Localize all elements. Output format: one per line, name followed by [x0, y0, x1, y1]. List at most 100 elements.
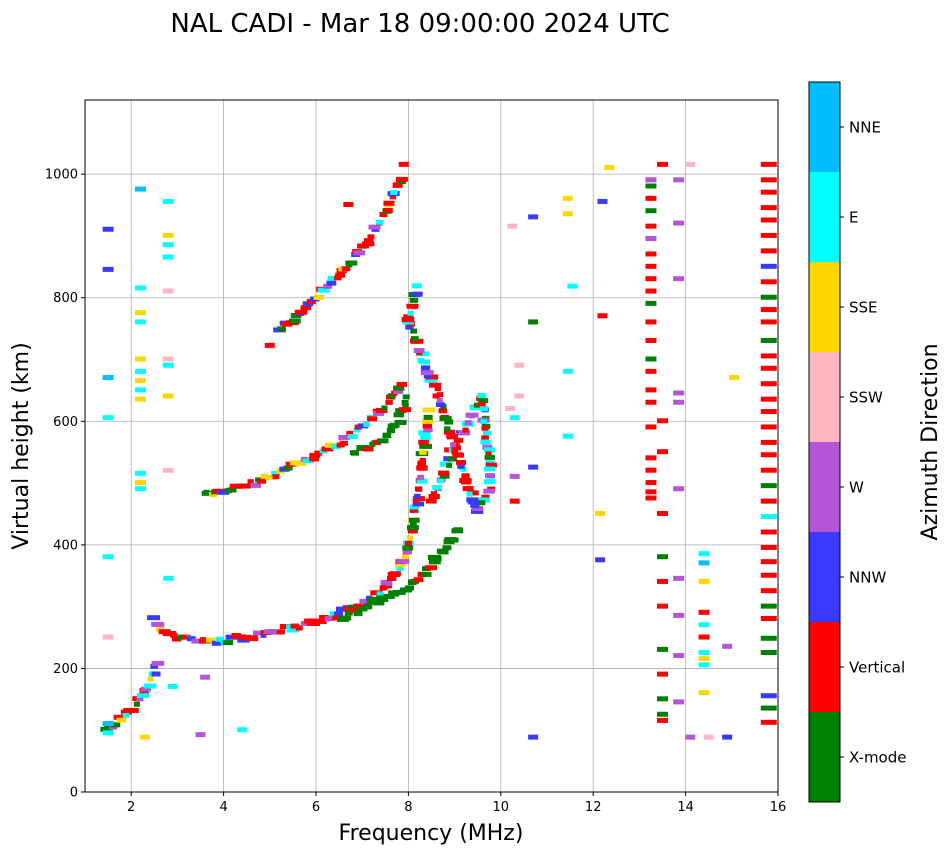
echo-point	[760, 409, 777, 415]
echo-point	[134, 319, 146, 325]
echo-point	[760, 649, 777, 655]
colorbar-tick-label: SSE	[849, 299, 878, 317]
echo-point	[657, 711, 668, 717]
echo-point	[413, 348, 425, 354]
echo-point	[418, 430, 431, 436]
echo-point	[279, 624, 291, 630]
echo-point	[453, 437, 464, 443]
echo-point	[134, 310, 146, 316]
echo-point	[428, 493, 440, 499]
echo-point	[250, 636, 259, 642]
echo-point	[673, 276, 685, 282]
colorbar-label: Azimuth Direction	[918, 343, 943, 540]
echo-point	[186, 636, 196, 642]
echo-point	[264, 474, 277, 480]
echo-point	[760, 498, 777, 504]
echo-point	[760, 588, 777, 594]
echo-point	[481, 435, 489, 441]
echo-point	[294, 460, 307, 466]
echo-point	[645, 251, 657, 257]
echo-point	[645, 356, 657, 362]
echo-point	[439, 461, 452, 467]
echo-point	[110, 722, 121, 728]
echo-point	[209, 492, 218, 498]
echo-point	[357, 423, 369, 429]
echo-point	[367, 416, 378, 422]
echo-point	[373, 410, 385, 416]
echo-point	[302, 458, 315, 464]
colorbar-tick-label: E	[849, 209, 858, 227]
echo-point	[482, 444, 493, 450]
echo-point	[416, 478, 428, 484]
echo-point	[645, 455, 657, 461]
echo-point	[760, 381, 777, 387]
echo-point	[423, 427, 433, 433]
echo-point	[420, 365, 431, 371]
echo-point	[416, 351, 429, 357]
echo-point	[722, 734, 733, 740]
echo-point	[140, 734, 151, 740]
echo-point	[673, 399, 685, 405]
echo-point	[657, 603, 668, 609]
echo-point	[485, 451, 492, 457]
echo-point	[645, 489, 657, 495]
x-axis-label: Frequency (MHz)	[339, 821, 524, 846]
echo-point	[419, 443, 432, 449]
echo-point	[760, 248, 777, 254]
echo-point	[657, 646, 668, 652]
echo-point	[597, 313, 608, 319]
echo-point	[673, 177, 685, 183]
echo-point	[450, 442, 457, 448]
echo-point	[151, 660, 165, 666]
echo-point	[170, 632, 178, 638]
echo-point	[404, 585, 414, 591]
echo-point	[295, 625, 303, 631]
colorbar-tick-label: NNE	[849, 119, 881, 137]
echo-point	[604, 164, 615, 170]
x-tick-label: 16	[770, 800, 787, 815]
echo-point	[657, 671, 668, 677]
echo-point	[562, 211, 573, 217]
echo-point	[439, 415, 452, 421]
plot-frame	[84, 99, 779, 793]
echo-point	[211, 640, 222, 646]
echo-point	[162, 198, 174, 204]
echo-point	[645, 399, 657, 405]
echo-point	[414, 486, 423, 492]
echo-point	[144, 683, 157, 689]
colorbar-frame	[808, 81, 841, 803]
echo-point	[645, 368, 657, 374]
echo-point	[432, 393, 440, 399]
echo-point	[356, 606, 368, 612]
echo-point	[102, 375, 114, 381]
echo-point	[657, 717, 668, 723]
echo-point	[450, 537, 459, 543]
echo-point	[760, 263, 777, 269]
echo-point	[722, 643, 733, 649]
echo-point	[150, 663, 159, 669]
echo-point	[645, 288, 657, 294]
echo-point	[478, 398, 489, 404]
echo-point	[451, 449, 459, 455]
echo-point	[760, 177, 777, 183]
echo-point	[314, 618, 327, 624]
echo-point	[698, 622, 710, 628]
echo-point	[276, 629, 286, 635]
echo-point	[116, 717, 127, 723]
echo-point	[422, 423, 432, 429]
echo-point	[760, 572, 777, 578]
echo-point	[407, 535, 414, 541]
echo-point	[362, 446, 374, 452]
echo-point	[562, 368, 573, 374]
echo-point	[396, 558, 410, 564]
echo-point	[385, 399, 393, 405]
echo-point	[393, 182, 403, 188]
echo-point	[562, 433, 573, 439]
echo-point	[645, 495, 657, 501]
echo-point	[271, 471, 280, 477]
echo-point	[645, 208, 657, 214]
echo-point	[277, 326, 286, 332]
echo-point	[645, 236, 657, 242]
colorbar-tick-label: W	[849, 479, 864, 497]
chart-title: NAL CADI - Mar 18 09:00:00 2024 UTC	[170, 9, 669, 39]
